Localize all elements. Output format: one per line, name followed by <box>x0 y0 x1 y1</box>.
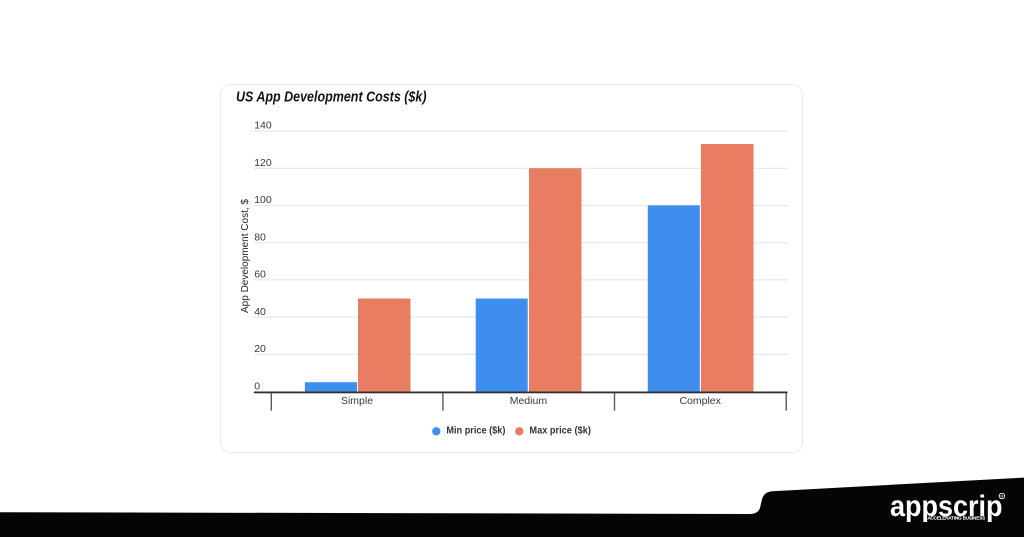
svg-text:20: 20 <box>254 343 266 355</box>
svg-text:appscrip: appscrip <box>890 490 1003 523</box>
svg-text:Min price ($k): Min price ($k) <box>446 425 505 437</box>
svg-text:App Development Cost, $: App Development Cost, $ <box>240 199 251 313</box>
svg-text:Simple: Simple <box>341 395 373 407</box>
svg-text:80: 80 <box>254 231 266 243</box>
svg-text:100: 100 <box>254 194 272 206</box>
svg-text:140: 140 <box>254 120 272 132</box>
svg-text:ACCELERATING BUSINESS: ACCELERATING BUSINESS <box>928 515 985 520</box>
svg-text:Max price ($k): Max price ($k) <box>529 425 591 437</box>
svg-text:120: 120 <box>254 157 272 169</box>
svg-text:40: 40 <box>254 306 266 318</box>
svg-text:US App Development Costs ($k): US App Development Costs ($k) <box>236 89 427 106</box>
svg-text:60: 60 <box>254 269 266 281</box>
svg-text:Complex: Complex <box>679 395 721 407</box>
svg-text:Medium: Medium <box>510 395 548 407</box>
svg-text:0: 0 <box>254 381 260 393</box>
svg-text:R: R <box>1000 494 1003 499</box>
